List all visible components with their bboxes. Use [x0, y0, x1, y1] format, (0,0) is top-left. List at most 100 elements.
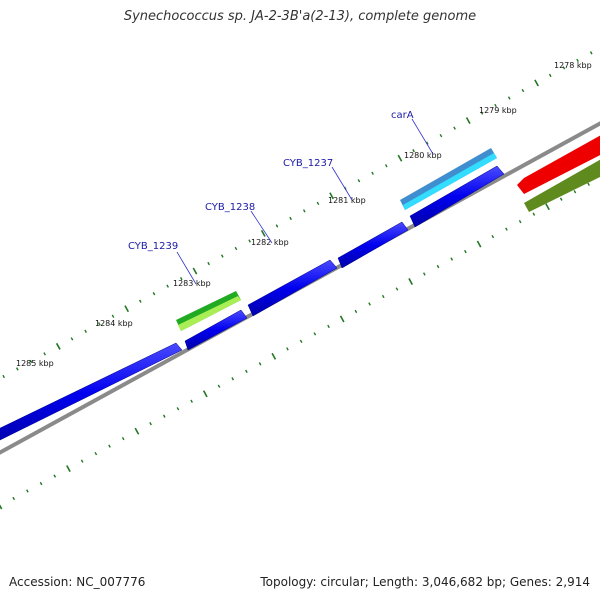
outer-ring-tick — [275, 224, 279, 228]
inner-ring-tick — [190, 399, 193, 403]
outer-ring-tick — [15, 367, 19, 371]
outer-ring-tick — [548, 73, 552, 78]
inner-ring-tick — [476, 240, 482, 248]
inner-ring-tick — [573, 190, 577, 194]
outer-ring-tick — [55, 342, 61, 350]
outer-ring-tick — [220, 254, 224, 258]
outer-ring-tick — [425, 141, 429, 145]
gene-label-cyb1237[interactable]: CYB_1237 — [283, 158, 333, 169]
inner-ring-tick — [436, 264, 440, 269]
outer-ring-tick — [453, 126, 456, 130]
genome-summary-text: Topology: circular; Length: 3,046,682 bp… — [260, 575, 590, 589]
inner-ring-tick — [518, 219, 522, 224]
gene-label-cyb1239[interactable]: CYB_1239 — [128, 241, 178, 252]
outer-ring-tick — [29, 359, 33, 364]
outer-ring-tick — [439, 133, 443, 138]
inner-ring-tick — [149, 422, 152, 426]
gene-label-cyb1238[interactable]: CYB_1238 — [205, 202, 255, 213]
cds-arrow-3[interactable] — [247, 259, 338, 317]
inner-ring-tick — [121, 437, 125, 441]
inner-ring-tick — [39, 481, 43, 486]
inner-ring-tick — [532, 212, 536, 216]
outer-ring-tick — [494, 103, 497, 108]
rna-feature-cara-highlight — [403, 153, 497, 210]
inner-ring-tick — [327, 324, 330, 329]
inner-ring-tick — [299, 339, 303, 344]
outer-ring-tick — [2, 374, 6, 379]
cds-arrow-1[interactable] — [0, 342, 183, 445]
outer-ring-tick — [384, 164, 388, 168]
inner-ring-tick — [313, 332, 317, 336]
inner-ring-tick — [108, 444, 111, 448]
outer-ring-tick — [412, 149, 415, 153]
inner-ring-tick — [286, 347, 289, 351]
inner-ring-tick — [271, 352, 277, 360]
outer-ring-tick — [97, 322, 101, 326]
outer-ring-tick — [138, 299, 142, 303]
inner-ring-tick — [231, 377, 235, 381]
cds-arrow-4[interactable] — [337, 221, 409, 269]
inner-ring-tick — [339, 315, 345, 323]
kbp-label-1283: 1283 kbp — [173, 279, 211, 288]
outer-ring-tick — [43, 352, 46, 356]
outer-ring-tick — [357, 179, 361, 183]
outer-ring-tick — [397, 154, 403, 162]
kbp-label-1285: 1285 kbp — [16, 359, 54, 368]
outer-ring-tick — [84, 329, 87, 333]
kbp-label-1280: 1280 kbp — [404, 151, 442, 160]
inner-ring-tick — [408, 278, 414, 285]
outer-ring-tick — [179, 276, 183, 281]
outer-ring-tick — [480, 111, 484, 115]
kbp-label-1284: 1284 kbp — [95, 319, 133, 328]
leader-cyb1239 — [176, 251, 197, 285]
accession-text: Accession: NC_007776 — [9, 575, 146, 589]
outer-ring-tick — [260, 230, 266, 237]
inner-ring-tick — [80, 459, 84, 463]
inner-ring-tick — [162, 414, 166, 418]
inner-ring-tick — [12, 496, 16, 501]
inner-ring-tick — [176, 407, 180, 411]
inner-ring-tick — [0, 504, 3, 510]
outer-ring-tick — [562, 66, 566, 70]
outer-ring-tick — [166, 284, 169, 288]
leader-cyb1237 — [331, 166, 353, 201]
outer-ring-tick — [589, 51, 593, 55]
outer-ring-tick — [465, 117, 471, 125]
outer-ring-tick — [111, 314, 115, 318]
outer-ring-tick — [248, 239, 251, 243]
outer-ring-tick — [534, 79, 539, 87]
inner-ring-tick — [134, 427, 140, 435]
inner-ring-tick — [381, 294, 385, 299]
cds-arrow-5[interactable] — [409, 165, 505, 228]
inner-ring-tick — [395, 287, 399, 291]
kbp-label-1282: 1282 kbp — [251, 238, 289, 247]
outer-ring-tick — [521, 88, 525, 93]
outer-ring-tick — [207, 261, 210, 266]
inner-ring-tick — [217, 384, 221, 388]
kbp-label-1281: 1281 kbp — [328, 196, 366, 205]
gene-label-cara[interactable]: carA — [391, 110, 414, 121]
cds-arrow-2[interactable] — [184, 309, 248, 351]
outer-ring-tick — [316, 201, 320, 206]
outer-ring-tick — [192, 267, 198, 275]
inner-ring-tick — [26, 489, 29, 493]
leader-cara — [411, 118, 434, 155]
inner-ring-tick — [559, 197, 563, 201]
kbp-label-1279: 1279 kbp — [479, 106, 517, 115]
inner-ring-tick — [450, 257, 454, 261]
kbp-label-1278: 1278 kbp — [554, 61, 592, 70]
outer-ring-tick — [70, 337, 74, 341]
olive-feature[interactable] — [524, 154, 600, 212]
inner-ring-tick — [245, 369, 248, 373]
scale-labels: 1278 kbp 1279 kbp 1280 kbp 1281 kbp 1282… — [16, 61, 592, 368]
outer-ring-tick — [124, 305, 130, 313]
outer-ring-tick — [152, 292, 156, 296]
inner-ring-tick — [66, 465, 71, 473]
inner-ring-tick — [94, 451, 98, 456]
red-feature[interactable] — [517, 130, 600, 194]
inner-ring-tick — [464, 249, 467, 254]
outer-ring-tick — [507, 96, 511, 100]
map-title: Synechococcus sp. JA-2-3B'a(2-13), compl… — [123, 9, 477, 24]
gene-labels: carA CYB_1237 CYB_1238 CYB_1239 — [128, 110, 434, 285]
